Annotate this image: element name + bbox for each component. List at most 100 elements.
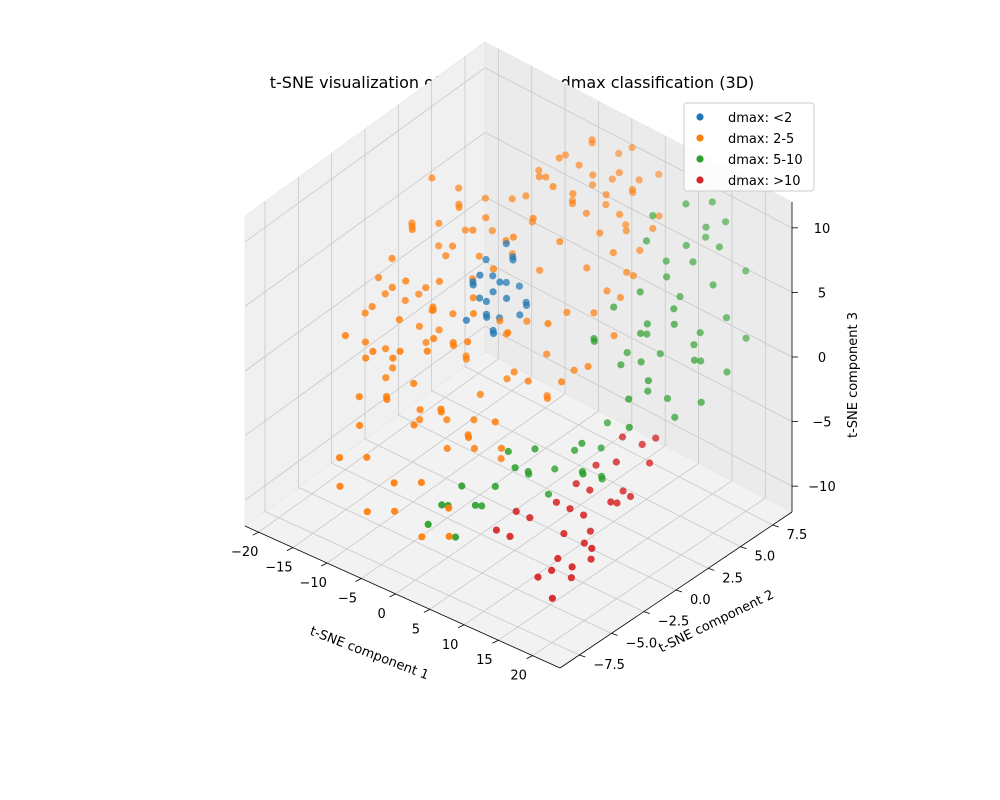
grid-line-z — [244, 325, 486, 501]
data-point-series-0 — [489, 329, 498, 338]
data-point-series-1 — [416, 406, 424, 414]
data-point-series-2 — [689, 258, 697, 266]
legend-box — [683, 102, 815, 192]
data-point-series-1 — [655, 170, 663, 178]
data-point-series-1 — [435, 242, 443, 250]
x-tick-label: −15 — [265, 561, 292, 576]
grid-line-y — [364, 438, 677, 591]
data-point-series-1 — [410, 421, 418, 429]
data-point-series-2 — [643, 330, 651, 338]
data-point-series-1 — [382, 374, 390, 382]
z-tick-label: 5 — [818, 286, 826, 301]
x-tick-label: −10 — [299, 576, 326, 591]
data-point-series-1 — [497, 455, 505, 463]
y-tick-label: 0.0 — [690, 593, 711, 608]
data-point-series-2 — [663, 273, 671, 281]
data-point-series-1 — [584, 362, 592, 371]
y-tick-mark — [579, 654, 586, 658]
legend-label: dmax: 5-10 — [728, 153, 803, 168]
data-point-series-2 — [471, 501, 479, 509]
data-point-series-0 — [483, 313, 491, 321]
legend: dmax: <2 dmax: 2-5 dmax: 5-10 dmax: >10 — [683, 102, 815, 192]
data-point-series-1 — [549, 183, 557, 191]
data-point-series-1 — [508, 195, 516, 203]
data-point-series-2 — [697, 398, 705, 406]
data-point-series-1 — [415, 322, 423, 330]
data-point-series-0 — [482, 297, 490, 305]
data-point-series-1 — [556, 238, 564, 246]
y-tick-label: −7.5 — [593, 658, 625, 673]
data-point-series-3 — [572, 480, 580, 488]
data-point-series-3 — [580, 539, 588, 547]
data-point-series-1 — [422, 338, 430, 347]
legend-label: dmax: 2-5 — [728, 132, 794, 147]
data-point-series-1 — [470, 416, 478, 424]
data-point-series-2 — [544, 490, 553, 498]
legend-marker — [696, 113, 704, 121]
data-point-series-1 — [596, 229, 604, 237]
data-point-series-1 — [543, 350, 551, 358]
data-point-series-0 — [522, 301, 531, 309]
data-point-series-1 — [381, 345, 390, 353]
data-point-series-1 — [445, 504, 453, 512]
data-point-series-1 — [503, 375, 511, 383]
data-point-series-1 — [615, 149, 623, 158]
data-point-series-0 — [489, 272, 497, 280]
data-point-series-3 — [652, 434, 660, 442]
data-point-series-2 — [682, 241, 690, 250]
data-point-series-1 — [610, 332, 618, 340]
data-point-series-2 — [649, 212, 657, 220]
data-point-series-3 — [587, 555, 595, 563]
data-point-series-1 — [416, 416, 424, 424]
data-point-series-1 — [504, 329, 512, 337]
data-point-series-0 — [482, 256, 490, 264]
data-point-series-2 — [671, 413, 679, 421]
data-point-series-3 — [566, 505, 574, 513]
data-point-series-1 — [470, 444, 478, 452]
data-point-series-2 — [504, 447, 512, 456]
grid-line-y — [298, 486, 612, 634]
data-point-series-1 — [636, 246, 644, 254]
data-point-series-1 — [389, 364, 397, 372]
legend-marker — [696, 176, 704, 184]
data-point-series-1 — [429, 306, 437, 314]
data-point-series-1 — [455, 203, 463, 212]
data-point-series-2 — [571, 446, 579, 454]
grid-line-z — [484, 67, 793, 229]
data-point-series-0 — [515, 282, 524, 290]
data-point-series-2 — [511, 464, 519, 472]
data-point-series-1 — [482, 214, 490, 222]
y-tick-label: 7.5 — [787, 528, 808, 543]
data-point-series-2 — [662, 257, 670, 265]
data-point-series-1 — [522, 192, 530, 200]
data-point-series-1 — [402, 277, 410, 285]
data-point-series-1 — [635, 176, 643, 184]
data-point-series-1 — [628, 143, 636, 152]
data-point-series-2 — [623, 349, 631, 357]
data-point-series-2 — [702, 223, 710, 231]
data-point-series-3 — [588, 544, 596, 553]
grid-line-z — [244, 261, 486, 436]
data-point-series-2 — [722, 218, 730, 226]
data-point-series-1 — [529, 214, 537, 222]
data-point-series-1 — [449, 242, 457, 250]
data-point-series-2 — [742, 267, 750, 275]
y-tick-mark — [772, 524, 779, 528]
data-point-series-1 — [561, 151, 570, 159]
z-tick-label: −5 — [812, 416, 831, 431]
x-tick-label: 15 — [476, 653, 493, 668]
data-point-series-1 — [362, 354, 370, 362]
data-point-series-1 — [535, 166, 543, 174]
data-point-series-2 — [625, 423, 633, 431]
data-point-series-1 — [465, 433, 473, 442]
data-point-series-1 — [410, 379, 418, 388]
data-point-series-3 — [568, 563, 576, 571]
data-point-series-1 — [442, 252, 450, 260]
grid-line-z — [484, 132, 793, 293]
data-point-series-1 — [542, 173, 550, 181]
data-point-series-1 — [536, 266, 544, 274]
data-point-series-1 — [588, 139, 596, 147]
data-point-series-1 — [435, 219, 443, 227]
data-point-series-1 — [417, 478, 425, 487]
